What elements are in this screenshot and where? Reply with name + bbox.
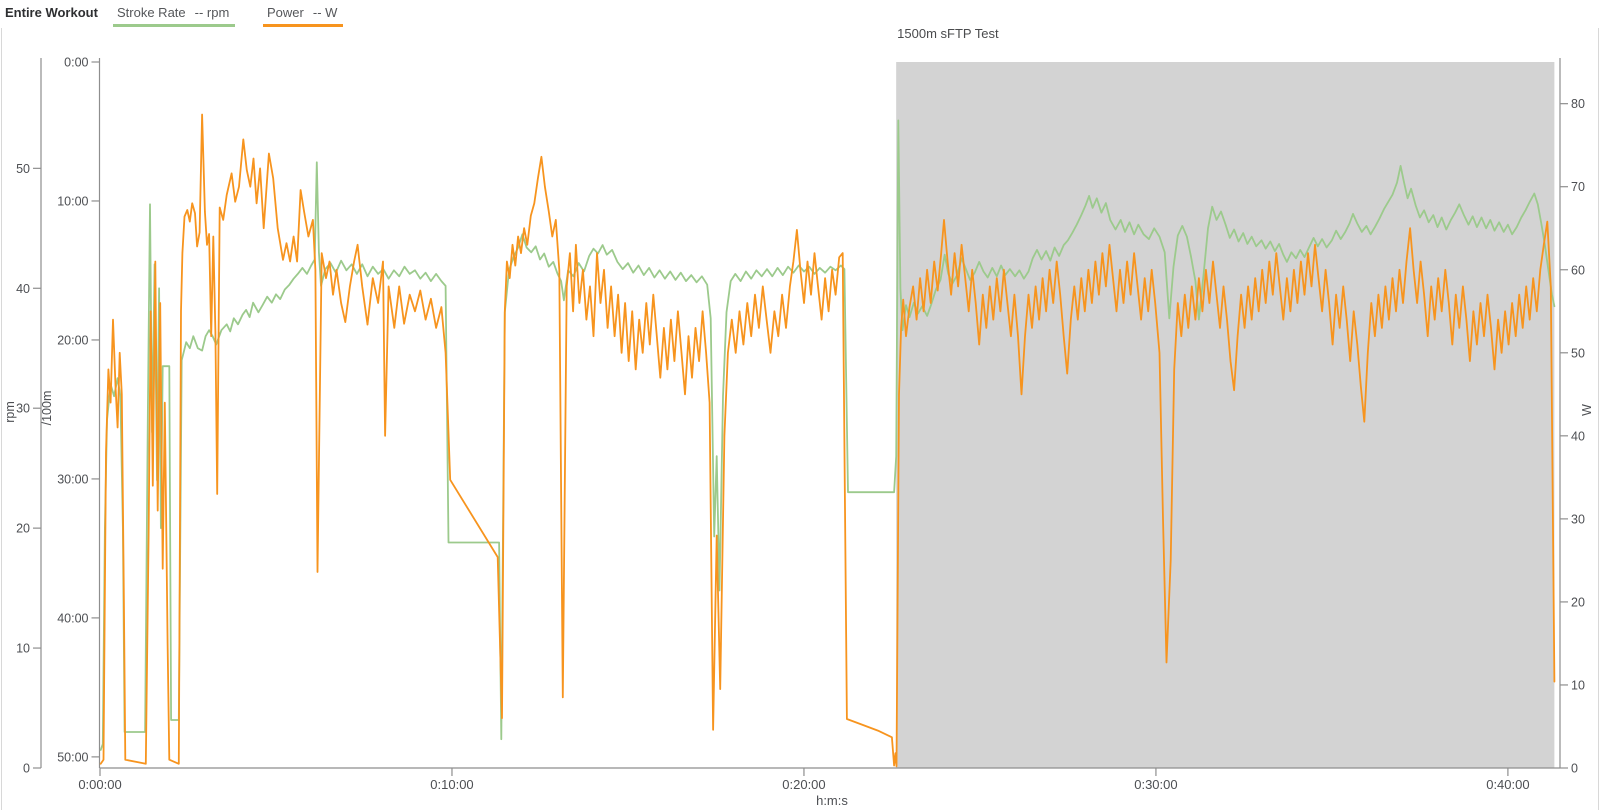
sftp-test-interval-region[interactable] — [896, 62, 1555, 769]
watts-tick-label: 80 — [1571, 97, 1585, 111]
series-line-power — [99, 113, 1556, 768]
pace-tick-label: 50:00 — [57, 750, 88, 764]
legend-power-unit: -- W — [312, 5, 338, 20]
pace-axis-title: /100m — [40, 391, 54, 426]
watts-tick-label: 20 — [1571, 595, 1585, 609]
chart-header: Entire Workout Stroke Rate -- rpm Power --… — [0, 0, 1600, 28]
time-tick-label: 0:20:00 — [782, 777, 825, 792]
watts-tick-label: 10 — [1571, 678, 1585, 692]
rpm-tick-label: 40 — [16, 282, 30, 296]
pace-tick-label: 20:00 — [57, 333, 88, 347]
entire-workout-label: Entire Workout — [5, 5, 98, 20]
rpm-axis-title: rpm — [3, 401, 17, 423]
watts-tick-label: 30 — [1571, 512, 1585, 526]
pace-tick-label: 0:00 — [64, 56, 88, 70]
rpm-tick-label: 10 — [16, 642, 30, 656]
time-tick-label: 0:30:00 — [1134, 777, 1177, 792]
interval-title: 1500m sFTP Test — [897, 26, 999, 41]
time-tick-label: 0:40:00 — [1486, 777, 1529, 792]
watts-tick-label: 60 — [1571, 263, 1585, 277]
legend-power-name: Power — [267, 5, 304, 20]
legend-stroke-rate[interactable]: Stroke Rate -- rpm — [113, 5, 236, 27]
pace-tick-label: 10:00 — [57, 194, 88, 208]
pace-tick-label: 40:00 — [57, 611, 88, 625]
rpm-tick-label: 30 — [16, 402, 30, 416]
watts-tick-label: 70 — [1571, 180, 1585, 194]
watts-tick-label: 50 — [1571, 346, 1585, 360]
watts-tick-label: 40 — [1571, 429, 1585, 443]
rpm-tick-label: 20 — [16, 522, 30, 536]
watts-tick-label: 0 — [1571, 762, 1578, 776]
time-tick-label: 0:00:00 — [78, 777, 121, 792]
left-window-border — [1, 28, 2, 810]
pace-tick-label: 30:00 — [57, 472, 88, 486]
time-tick-label: 0:10:00 — [430, 777, 473, 792]
rpm-tick-label: 0 — [23, 762, 30, 776]
rpm-tick-label: 50 — [16, 162, 30, 176]
watts-axis-title: W — [1580, 404, 1594, 416]
right-window-border — [1598, 28, 1599, 810]
series-line-stroke-rate — [99, 119, 1556, 751]
time-axis-title: h:m:s — [816, 793, 848, 808]
legend-stroke-rate-name: Stroke Rate — [117, 5, 186, 20]
legend-stroke-rate-unit: -- rpm — [194, 5, 230, 20]
legend-power[interactable]: Power -- W — [263, 5, 344, 27]
